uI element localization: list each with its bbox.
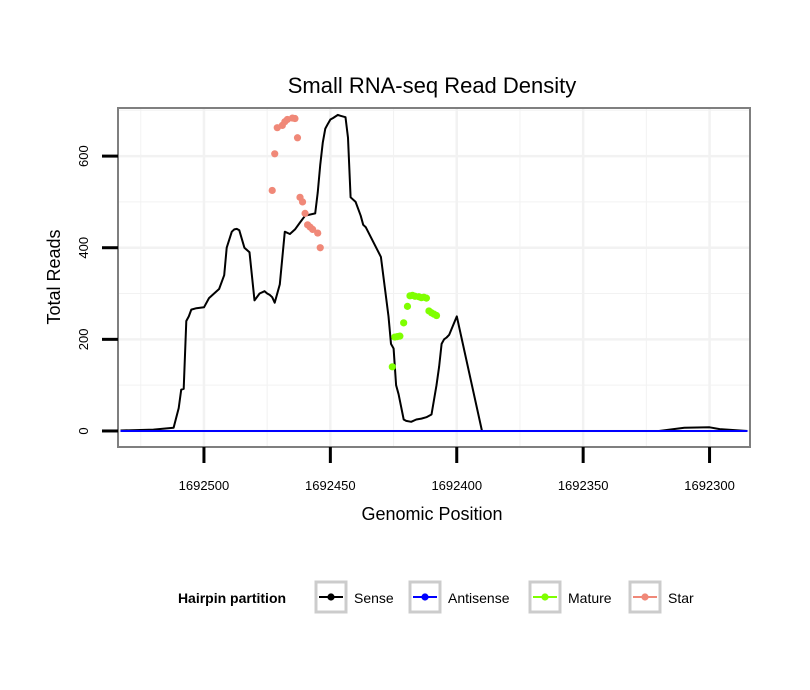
y-tick-label: 400: [76, 237, 91, 259]
x-tick-label: 1692350: [558, 478, 609, 493]
star-point: [309, 225, 317, 233]
legend: Hairpin partition Sense Antisense Mature Sta…: [178, 580, 694, 614]
mature-point: [432, 311, 441, 320]
star-point: [314, 229, 322, 237]
x-tick-label: 1692300: [684, 478, 735, 493]
series-layer: [120, 113, 748, 432]
x-tick-label: 1692500: [179, 478, 230, 493]
mature-point: [400, 319, 408, 327]
plot-panel-border: [117, 107, 751, 448]
chart-title: Small RNA-seq Read Density: [288, 73, 577, 98]
legend-dot-mature: [541, 593, 549, 601]
legend-label-mature: Mature: [568, 590, 612, 606]
legend-dot-antisense: [421, 593, 429, 601]
mature-point: [388, 363, 396, 371]
star-point: [316, 244, 324, 252]
y-axis-title: Total Reads: [44, 229, 64, 324]
y-tick-label: 200: [76, 328, 91, 350]
star-point: [298, 198, 307, 206]
axis-ticks: 1692500 1692450 1692400 1692350 1692300 0 200 4…: [76, 145, 735, 493]
legend-label-star: Star: [668, 590, 694, 606]
star-point: [291, 114, 299, 123]
sense-series-line: [120, 113, 748, 432]
x-tick-label: 1692400: [431, 478, 482, 493]
y-tick-label: 0: [76, 427, 91, 434]
mature-point: [422, 294, 431, 302]
y-tick-label: 600: [76, 145, 91, 167]
mature-point: [396, 332, 404, 340]
star-point: [293, 134, 302, 142]
legend-title: Hairpin partition: [178, 590, 286, 606]
legend-label-sense: Sense: [354, 590, 394, 606]
star-point: [268, 186, 276, 195]
legend-label-antisense: Antisense: [448, 590, 510, 606]
legend-dot-star: [641, 593, 649, 601]
star-point: [271, 150, 279, 158]
mature-point: [403, 302, 412, 310]
legend-dot-sense: [327, 593, 335, 601]
star-point: [301, 209, 309, 217]
x-tick-label: 1692450: [305, 478, 356, 493]
x-axis-title: Genomic Position: [361, 504, 502, 524]
